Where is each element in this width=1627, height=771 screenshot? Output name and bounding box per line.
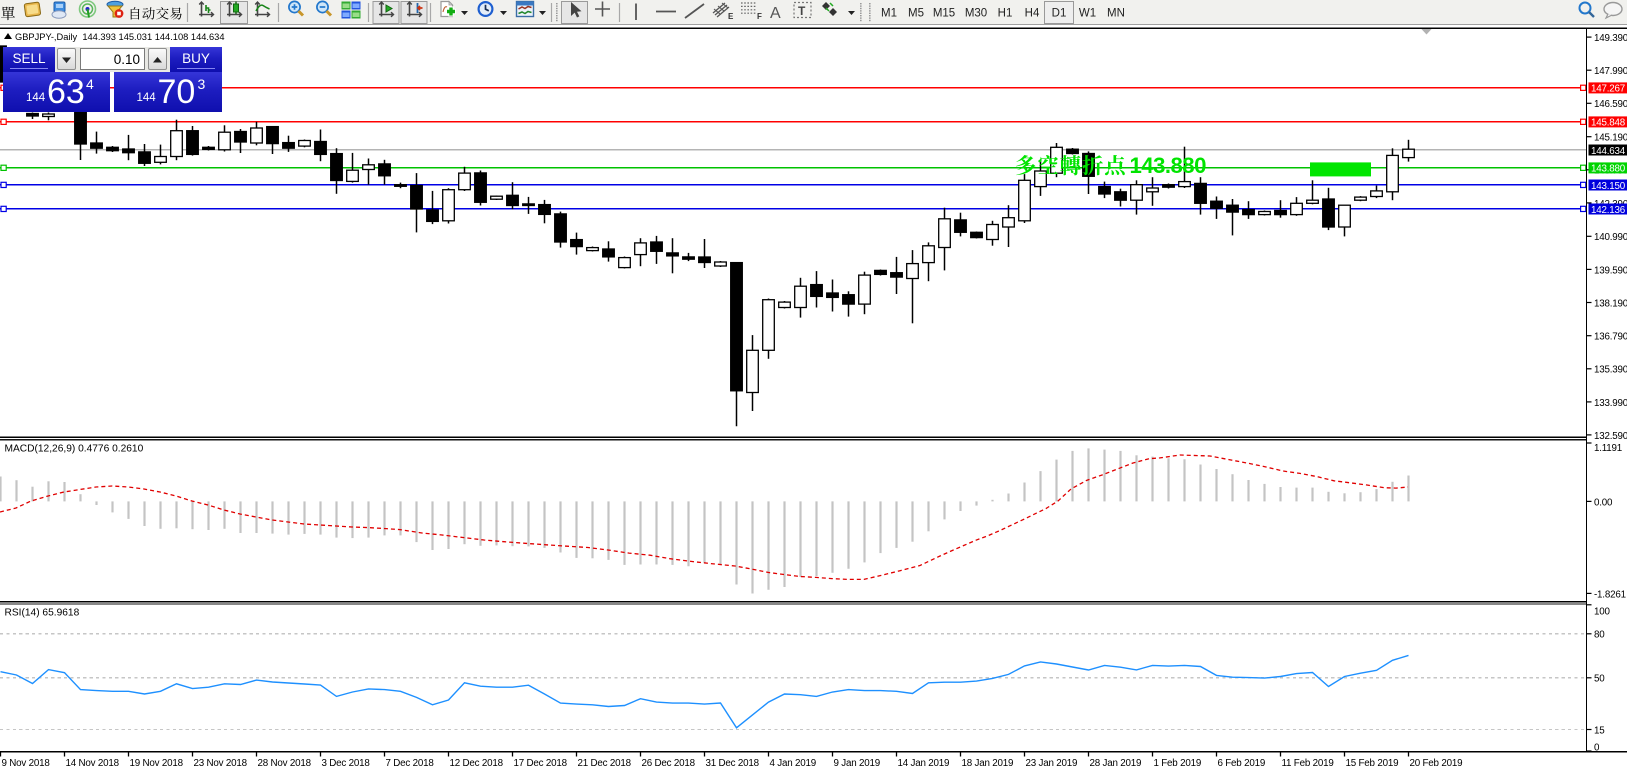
svg-text:15: 15 [1594,725,1605,736]
svg-text:0: 0 [1594,742,1600,753]
svg-text:E: E [728,12,734,21]
svg-text:140.990: 140.990 [1594,232,1627,243]
svg-text:MACD(12,26,9) 0.4776 0.2610: MACD(12,26,9) 0.4776 0.2610 [5,444,144,455]
svg-text:12 Dec 2018: 12 Dec 2018 [450,758,504,769]
svg-text:H4: H4 [1025,8,1040,20]
svg-text:133.990: 133.990 [1594,398,1627,409]
svg-text:139.590: 139.590 [1594,265,1627,276]
svg-text:M30: M30 [965,8,987,20]
svg-text:4 Jan 2019: 4 Jan 2019 [770,758,816,769]
svg-text:138.190: 138.190 [1594,298,1627,309]
svg-text:21 Dec 2018: 21 Dec 2018 [578,758,632,769]
svg-text:MN: MN [1107,8,1125,20]
svg-text:M15: M15 [933,8,955,20]
svg-text:W1: W1 [1079,8,1096,20]
svg-text:132.590: 132.590 [1594,431,1627,442]
svg-text:18 Jan 2019: 18 Jan 2019 [962,758,1014,769]
svg-text:1.1191: 1.1191 [1594,443,1622,454]
svg-text:0.00: 0.00 [1594,497,1613,508]
svg-text:143.150: 143.150 [1591,181,1626,192]
svg-text:147.990: 147.990 [1594,66,1627,77]
svg-text:80: 80 [1594,630,1605,641]
svg-text:9 Nov 2018: 9 Nov 2018 [2,758,51,769]
svg-text:D1: D1 [1052,8,1067,20]
svg-text:19 Nov 2018: 19 Nov 2018 [130,758,184,769]
svg-text:50: 50 [1594,674,1605,685]
svg-text:143.880: 143.880 [1130,153,1207,178]
svg-text:23 Nov 2018: 23 Nov 2018 [194,758,248,769]
svg-text:136.790: 136.790 [1594,332,1627,343]
svg-text:144.634: 144.634 [1591,146,1626,157]
svg-text:M5: M5 [908,8,924,20]
svg-text:15 Feb 2019: 15 Feb 2019 [1346,758,1399,769]
svg-text:3 Dec 2018: 3 Dec 2018 [322,758,371,769]
svg-text:7 Dec 2018: 7 Dec 2018 [386,758,435,769]
svg-text:142.136: 142.136 [1591,205,1626,216]
svg-text:RSI(14) 65.9618: RSI(14) 65.9618 [5,608,80,619]
svg-text:14 Jan 2019: 14 Jan 2019 [898,758,950,769]
svg-text:26 Dec 2018: 26 Dec 2018 [642,758,696,769]
svg-text:146.590: 146.590 [1594,99,1627,110]
svg-text:T: T [798,4,806,18]
svg-text:17 Dec 2018: 17 Dec 2018 [514,758,568,769]
svg-text:14 Nov 2018: 14 Nov 2018 [66,758,120,769]
svg-text:20 Feb 2019: 20 Feb 2019 [1410,758,1463,769]
svg-text:143.880: 143.880 [1591,164,1626,175]
svg-text:A: A [770,5,781,22]
svg-text:100: 100 [1594,607,1610,618]
svg-text:H1: H1 [998,8,1013,20]
svg-text:147.267: 147.267 [1591,84,1625,95]
svg-text:135.390: 135.390 [1594,365,1627,376]
svg-text:23 Jan 2019: 23 Jan 2019 [1026,758,1078,769]
svg-text:28 Jan 2019: 28 Jan 2019 [1090,758,1142,769]
svg-text:9 Jan 2019: 9 Jan 2019 [834,758,880,769]
svg-text:-1.8261: -1.8261 [1594,589,1626,600]
svg-text:M1: M1 [881,8,897,20]
svg-text:31 Dec 2018: 31 Dec 2018 [706,758,760,769]
svg-text:145.848: 145.848 [1591,118,1626,129]
svg-text:1 Feb 2019: 1 Feb 2019 [1154,758,1202,769]
svg-text:F: F [757,12,762,21]
svg-text:149.390: 149.390 [1594,33,1627,44]
svg-text:145.190: 145.190 [1594,133,1627,144]
svg-text:6 Feb 2019: 6 Feb 2019 [1218,758,1266,769]
svg-text:11 Feb 2019: 11 Feb 2019 [1282,758,1334,769]
svg-text:28 Nov 2018: 28 Nov 2018 [258,758,312,769]
